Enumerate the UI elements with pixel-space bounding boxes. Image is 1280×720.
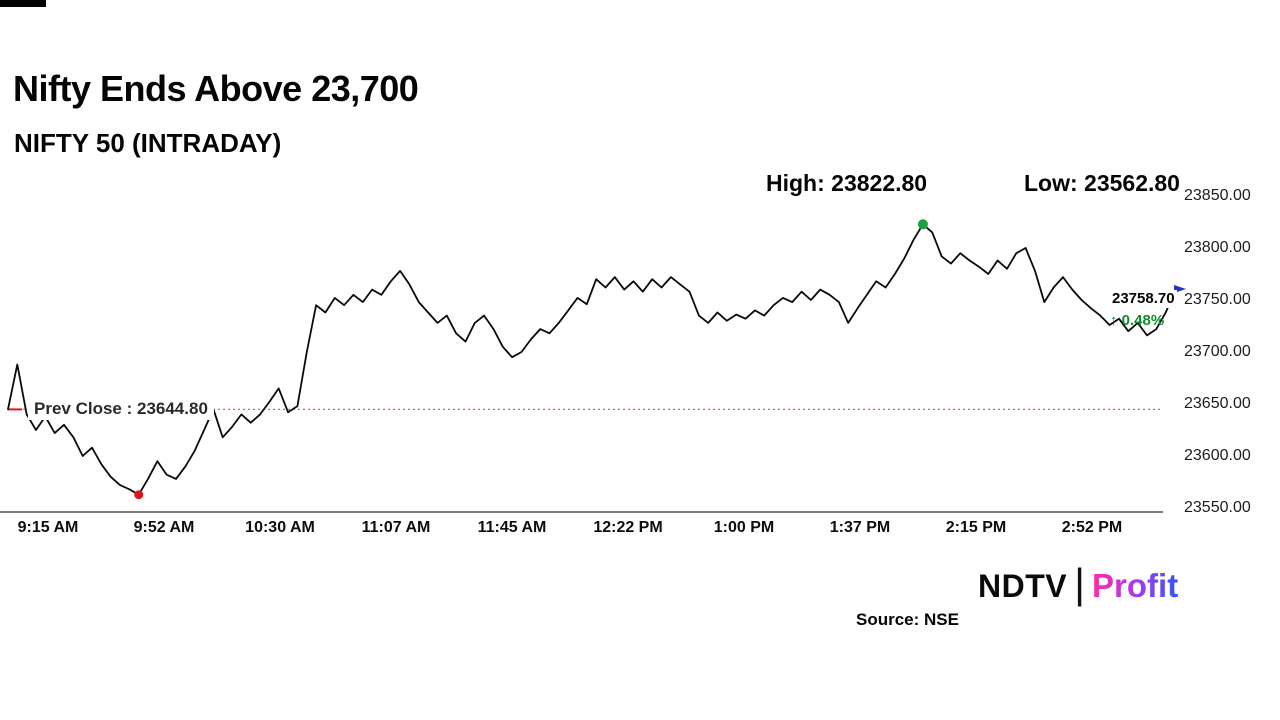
x-axis-label: 9:15 AM [17, 519, 79, 536]
profit-wordmark: Profit [1092, 567, 1179, 604]
low-label: Low: 23562.80 [1024, 170, 1180, 196]
prev-close-label: Prev Close : 23644.80 [28, 398, 214, 420]
last-marker [1174, 284, 1186, 293]
source-label: Source: NSE [856, 610, 959, 629]
page-title: Nifty Ends Above 23,700 [13, 68, 419, 109]
x-axis-label: 9:52 AM [133, 519, 195, 536]
x-axis-label: 11:45 AM [477, 519, 547, 536]
change-percent-value: 0.48% [1121, 312, 1165, 329]
y-axis-label: 23650.00 [1184, 395, 1251, 412]
x-axis-label: 11:07 AM [361, 519, 431, 536]
high-label: High: 23822.80 [766, 170, 928, 196]
ndtv-profit-logo: NDTV | Profit [978, 560, 1179, 608]
x-axis-label: 12:22 PM [593, 519, 663, 536]
x-axis-label: 1:00 PM [713, 519, 775, 536]
chart-subtitle: NIFTY 50 (INTRADAY) [14, 128, 282, 158]
low-marker [134, 490, 144, 500]
logo-separator: | [1074, 560, 1086, 607]
price-line [7, 223, 1176, 496]
high-marker [917, 219, 928, 230]
x-axis-label: 1:37 PM [829, 519, 891, 536]
y-axis-label: 23800.00 [1184, 239, 1251, 256]
y-axis-label: 23600.00 [1184, 447, 1251, 464]
y-axis-label: 23750.00 [1184, 291, 1251, 308]
y-axis-label: 23850.00 [1184, 187, 1251, 204]
x-axis-label: 2:15 PM [945, 519, 1007, 536]
top-bar-artifact [0, 0, 46, 7]
y-axis-label: 23700.00 [1184, 343, 1251, 360]
change-percent-label: ↑ 0.48% [1110, 312, 1164, 330]
last-price-label: 23758.70 [1110, 290, 1177, 308]
y-axis-label: 23550.00 [1184, 499, 1251, 516]
ndtv-wordmark: NDTV [978, 567, 1068, 604]
up-arrow-icon: ↑ [1110, 312, 1118, 329]
x-axis-label: 10:30 AM [245, 519, 315, 536]
x-axis-label: 2:52 PM [1061, 519, 1123, 536]
